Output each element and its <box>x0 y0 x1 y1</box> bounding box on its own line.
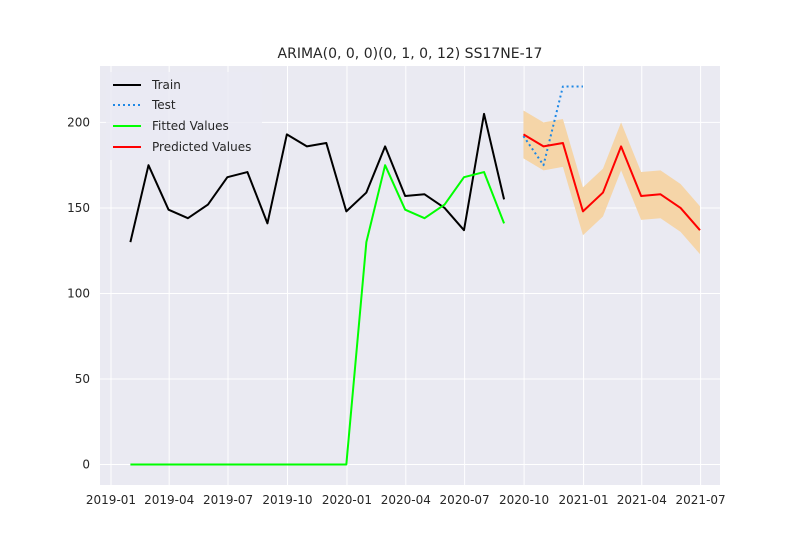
x-tick-label: 2020-10 <box>499 493 549 507</box>
x-tick-label: 2021-04 <box>617 493 667 507</box>
x-tick-label: 2021-07 <box>676 493 726 507</box>
chart-title: ARIMA(0, 0, 0)(0, 1, 0, 12) SS17NE-17 <box>278 46 543 62</box>
x-tick-label: 2019-07 <box>203 493 253 507</box>
series-layer <box>129 85 701 466</box>
y-tick-label: 150 <box>67 201 90 215</box>
y-tick-label: 100 <box>67 286 90 300</box>
y-tick-label: 200 <box>67 115 90 129</box>
x-tick-label: 2021-01 <box>559 493 609 507</box>
x-tick-label: 2020-07 <box>440 493 490 507</box>
confidence-interval-band <box>523 110 700 255</box>
legend-box <box>106 72 262 160</box>
x-tick-label: 2019-01 <box>86 493 136 507</box>
x-tick-label: 2019-10 <box>262 493 312 507</box>
series-line-predicted <box>522 133 701 231</box>
x-axis: 2019-01 2019-04 2019-07 2019-10 2020-01 2020-… <box>86 493 726 507</box>
x-tick-label: 2019-04 <box>144 493 194 507</box>
x-tick-label: 2020-04 <box>381 493 431 507</box>
legend-label-fitted: Fitted Values <box>152 119 229 133</box>
series-line-fitted <box>130 164 505 466</box>
confidence-band-layer <box>523 110 700 255</box>
y-tick-label: 0 <box>82 457 90 471</box>
legend-label-test: Test <box>151 98 176 112</box>
legend-label-train: Train <box>151 78 181 92</box>
legend-label-predicted: Predicted Values <box>152 140 251 154</box>
series-line-test <box>522 85 583 167</box>
legend: Train Test Fitted Values Predicted Value… <box>106 72 262 160</box>
x-tick-label: 2020-01 <box>322 493 372 507</box>
y-tick-label: 50 <box>75 372 90 386</box>
y-axis: 0 50 100 150 200 <box>67 115 90 471</box>
